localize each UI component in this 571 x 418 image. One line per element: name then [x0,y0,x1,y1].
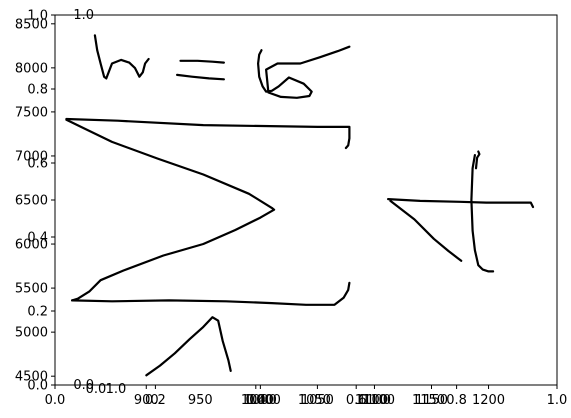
xtick-label: 900 [134,393,159,408]
series-line [65,117,351,150]
series-line [176,73,225,81]
overlay-xtick-label: 0.4 [245,393,266,408]
ytick-label: 5500 [15,282,48,297]
xtick-label-alt: 1050 [298,393,331,408]
overlay-ytick-label: 1.0 [27,9,48,24]
ytick-label: 6000 [15,238,48,253]
series-line [65,118,276,302]
xtick-label-alt: 950 [188,393,213,408]
series-line [70,281,351,306]
overlay-ytick-label: 0.4 [27,231,48,246]
series-line [474,150,481,170]
overlay-xtick-label: 0.0 [45,393,66,408]
ytick-label: 7500 [15,105,48,120]
xtick-label: 1000 [244,393,277,408]
ytick-label: 8000 [15,61,48,76]
overlay-xtick-label: 0.6 [346,393,367,408]
ytick-label: 8500 [15,17,48,32]
series-line [93,34,150,80]
xtick-label: 1100 [358,393,391,408]
overlay-ytick-label: 0.0 [27,379,48,394]
series-line [387,198,535,209]
series-line [145,316,232,377]
overlay-xtick-label: 0.2 [145,393,166,408]
xtick-label-alt: 1150 [412,393,445,408]
overlay-xtick-label: 0.8 [446,393,467,408]
xtick-label: 1050 [301,393,334,408]
overlay-ytick-label: 0.2 [27,305,48,320]
series-line [389,199,463,262]
xtick-label-offset: 1100 [362,393,395,408]
overlay-small-xtick-label: 0.0 [86,382,107,397]
overlay-ytick-label: 0.8 [27,83,48,98]
xtick-label: 1200 [472,393,505,408]
xtick-label-alt: 1100 [355,393,388,408]
ytick-label: 6500 [15,194,48,209]
series-line [257,45,351,99]
series-line [179,59,225,64]
xtick-label-alt: 1000 [241,393,274,408]
ytick-label: 4500 [15,370,48,385]
ytick-label: 5000 [15,326,48,341]
overlay-xtick-label: 1.0 [547,393,568,408]
data-axes: 4500 5000 5500 6000 6500 7000 7500 8000 8500 900 1… [15,14,558,408]
xtick-label-offset: 1000 [248,393,281,408]
overlay-ytick-label: 0.6 [27,157,48,172]
xtick-label: 1150 [415,393,448,408]
ink-strokes [65,34,535,377]
overlay-small-xtick-label: 1.0 [106,382,127,397]
ytick-label: 7000 [15,149,48,164]
overlay-left-axes: 0.00.20.40.60.81.00.0 0.2 0.4 0.6 0.8 1.0 [27,9,567,409]
series-line [470,154,495,273]
